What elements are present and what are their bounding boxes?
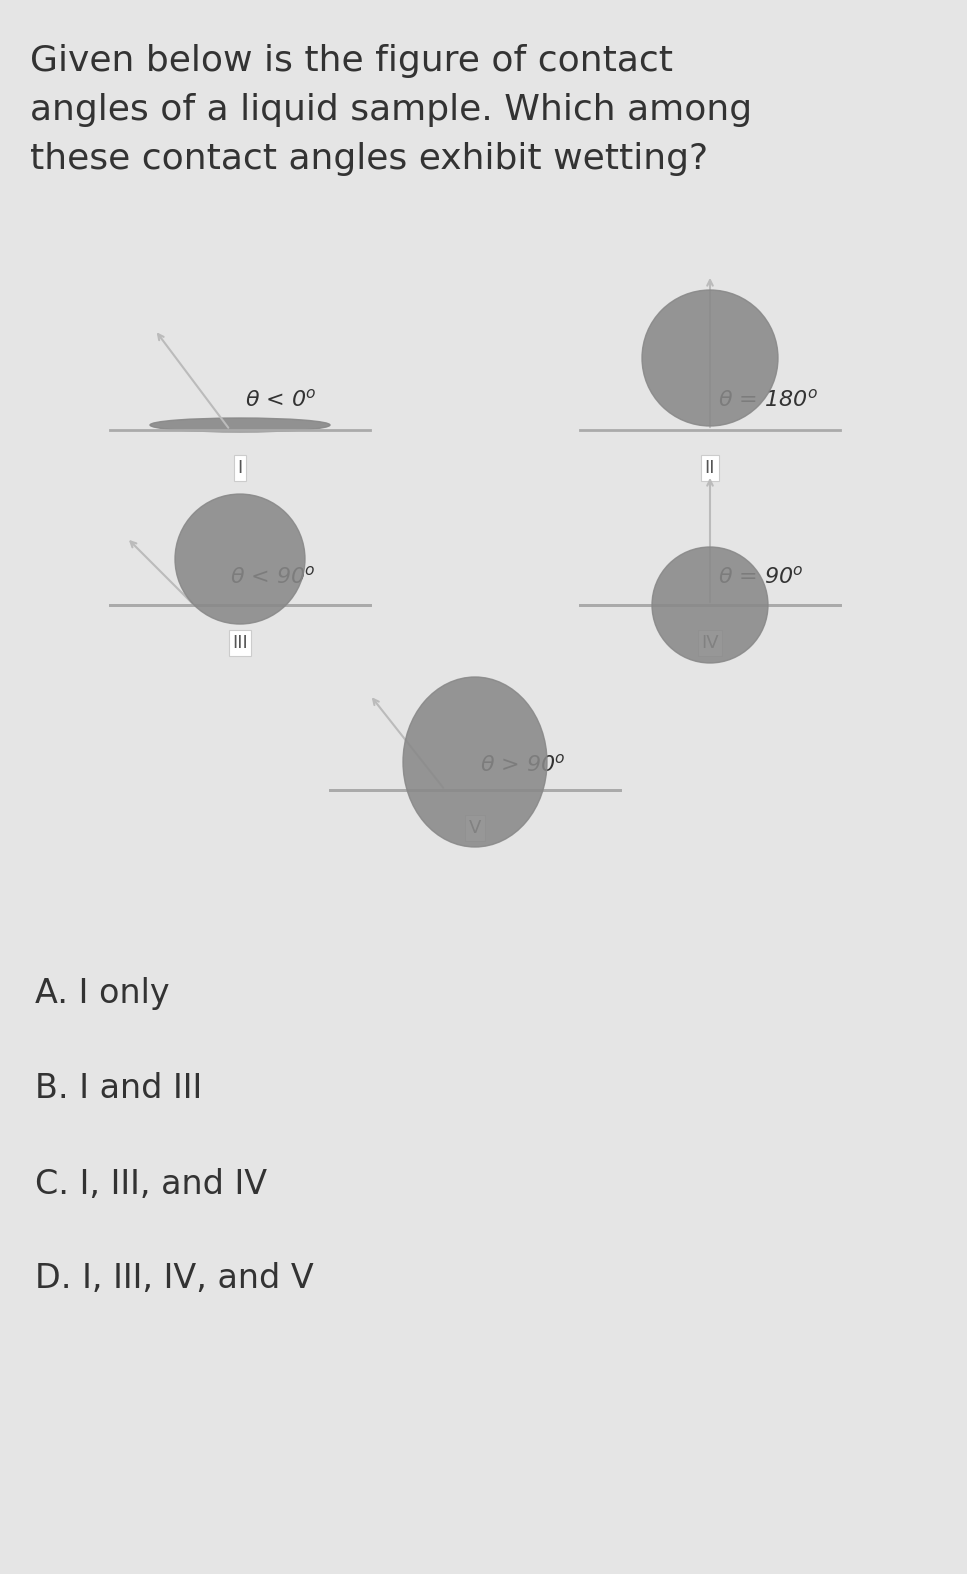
Text: A. I only: A. I only — [35, 977, 169, 1011]
Text: III: III — [232, 634, 248, 652]
Text: $\theta$ < 0$^o$: $\theta$ < 0$^o$ — [245, 389, 316, 409]
Text: I: I — [237, 460, 243, 477]
Circle shape — [652, 548, 768, 663]
Text: $\theta$ = 180$^o$: $\theta$ = 180$^o$ — [718, 389, 818, 409]
Text: $\theta$ < 90$^o$: $\theta$ < 90$^o$ — [230, 565, 315, 587]
Text: V: V — [469, 818, 482, 837]
Circle shape — [175, 494, 305, 623]
Ellipse shape — [150, 419, 330, 431]
Text: B. I and III: B. I and III — [35, 1072, 202, 1105]
Circle shape — [642, 290, 778, 427]
Text: Given below is the figure of contact
angles of a liquid sample. Which among
thes: Given below is the figure of contact ang… — [30, 44, 752, 176]
Text: C. I, III, and IV: C. I, III, and IV — [35, 1168, 267, 1201]
Text: D. I, III, IV, and V: D. I, III, IV, and V — [35, 1262, 313, 1295]
Text: $\theta$ > 90$^o$: $\theta$ > 90$^o$ — [480, 752, 566, 774]
Ellipse shape — [403, 677, 547, 847]
Text: II: II — [705, 460, 716, 477]
Text: $\theta$ = 90$^o$: $\theta$ = 90$^o$ — [718, 565, 804, 587]
Text: IV: IV — [701, 634, 718, 652]
